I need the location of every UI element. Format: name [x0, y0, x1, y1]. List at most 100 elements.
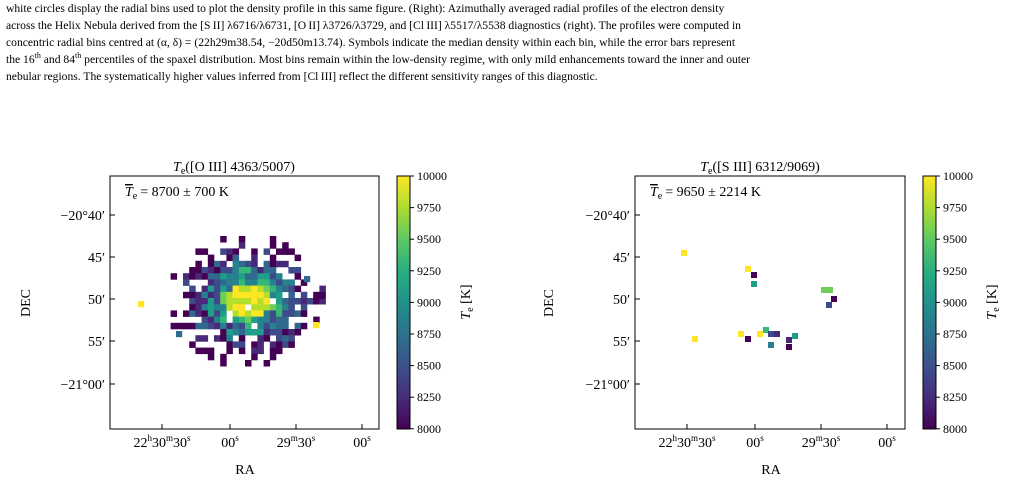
heatmap-pixel [214, 322, 221, 330]
heatmap-pixel [245, 322, 252, 330]
heatmap-pixel [201, 310, 209, 317]
heatmap-pixel [189, 304, 196, 311]
colorbar-tick-label: 8750 [417, 327, 441, 341]
heatmap-pixel [257, 347, 264, 355]
heatmap-pixel [189, 298, 196, 305]
heatmap-pixel [288, 279, 295, 286]
heatmap-pixel [201, 267, 209, 274]
heatmap-pixel [183, 291, 190, 299]
heatmap-pixel [238, 347, 246, 355]
heatmap-pixel [207, 310, 215, 317]
heatmap-pixel [245, 329, 252, 336]
heatmap-pixel [304, 276, 311, 283]
heatmap-pixel [257, 279, 264, 286]
heatmap-pixel [276, 260, 283, 268]
heatmap-pixel [276, 298, 283, 305]
heatmap-pixel [282, 279, 289, 286]
heatmap-pixel [238, 329, 246, 336]
heatmap-pixel [251, 254, 258, 262]
heatmap-pixel [245, 291, 252, 299]
heatmap-pixel [263, 335, 271, 342]
heatmap-pixel [294, 254, 302, 262]
y-tick-label: 45′ [613, 251, 630, 266]
heatmap-pixel [238, 316, 246, 324]
heatmap-pixel [681, 250, 687, 256]
colorbar-tick-label: 9500 [943, 232, 967, 246]
heatmap-pixel [257, 316, 264, 324]
heatmap-pixel [300, 279, 308, 286]
heatmap-pixel [195, 260, 202, 268]
heatmap-pixel [263, 291, 271, 299]
heatmap-pixel [251, 291, 258, 299]
heatmap-pixel [232, 298, 240, 305]
heatmap-pixel [232, 329, 240, 336]
colorbar-tick-label: 8000 [943, 422, 967, 436]
heatmap-pixel [269, 304, 277, 311]
heatmap-pixel [269, 347, 277, 355]
right-heatmap-pixels [681, 250, 837, 350]
heatmap-pixel [288, 291, 295, 299]
heatmap-pixel [288, 285, 295, 293]
heatmap-pixel [282, 341, 289, 348]
heatmap-pixel [263, 298, 271, 305]
heatmap-pixel [214, 273, 221, 280]
heatmap-pixel [757, 331, 763, 337]
heatmap-pixel [245, 298, 252, 305]
heatmap-pixel [251, 267, 258, 274]
heatmap-pixel [214, 291, 221, 299]
heatmap-pixel [251, 304, 258, 311]
left-ylabel: DEC [19, 289, 34, 317]
heatmap-pixel [214, 285, 221, 293]
heatmap-pixel [269, 267, 277, 274]
heatmap-pixel [232, 316, 240, 324]
heatmap-pixel [276, 291, 283, 299]
colorbar-tick-label: 8250 [943, 390, 967, 404]
heatmap-pixel [232, 341, 240, 348]
caption-line: the 16th and 84th percentiles of the spa… [6, 51, 1019, 68]
heatmap-pixel [220, 329, 227, 336]
heatmap-pixel [226, 335, 233, 342]
right-colorbar-ticks: 10000 9750 9500 9250 9000 8750 8500 8250 8000 [936, 169, 973, 436]
heatmap-pixel [214, 304, 221, 311]
heatmap-pixel [238, 285, 246, 293]
heatmap-pixel [226, 279, 233, 286]
heatmap-pixel [269, 353, 277, 361]
heatmap-pixel [214, 316, 221, 324]
heatmap-pixel [201, 347, 209, 355]
heatmap-pixel [245, 267, 252, 274]
heatmap-pixel [300, 291, 308, 299]
heatmap-pixel [313, 316, 320, 324]
heatmap-pixel [276, 335, 283, 342]
heatmap-pixel [276, 304, 283, 311]
heatmap-pixel [786, 337, 792, 343]
right-y-axis-ticks: −20°40′ 45′ 50′ 55′ −21°00′ [585, 209, 640, 393]
heatmap-pixel [282, 285, 289, 293]
caption-sup: th [75, 51, 82, 61]
heatmap-pixel [238, 335, 246, 342]
heatmap-pixel [220, 298, 227, 305]
heatmap-pixel [282, 248, 289, 255]
heatmap-pixel [251, 298, 258, 305]
left-colorbar-gradient [396, 175, 411, 430]
left-x-axis-ticks: 22h30m30s 00s 29m30s 00s [133, 424, 371, 451]
heatmap-pixel [276, 310, 283, 317]
heatmap-pixel [201, 298, 209, 305]
heatmap-pixel [220, 285, 227, 293]
heatmap-pixel [226, 304, 233, 311]
x-tick-label: 00s [878, 433, 896, 451]
heatmap-pixel [207, 347, 215, 355]
heatmap-pixel [220, 353, 227, 361]
heatmap-pixel [826, 302, 832, 308]
heatmap-pixel [207, 254, 215, 262]
heatmap-pixel [214, 279, 221, 286]
heatmap-pixel [288, 304, 295, 311]
heatmap-pixel [238, 236, 246, 243]
heatmap-pixel [257, 291, 264, 299]
heatmap-pixel [238, 242, 246, 249]
heatmap-pixel [220, 279, 227, 286]
heatmap-pixel [226, 341, 233, 348]
heatmap-pixel [201, 291, 209, 299]
heatmap-pixel [207, 298, 215, 305]
heatmap-pixel [189, 285, 196, 293]
colorbar-tick-label: 9750 [943, 201, 967, 215]
